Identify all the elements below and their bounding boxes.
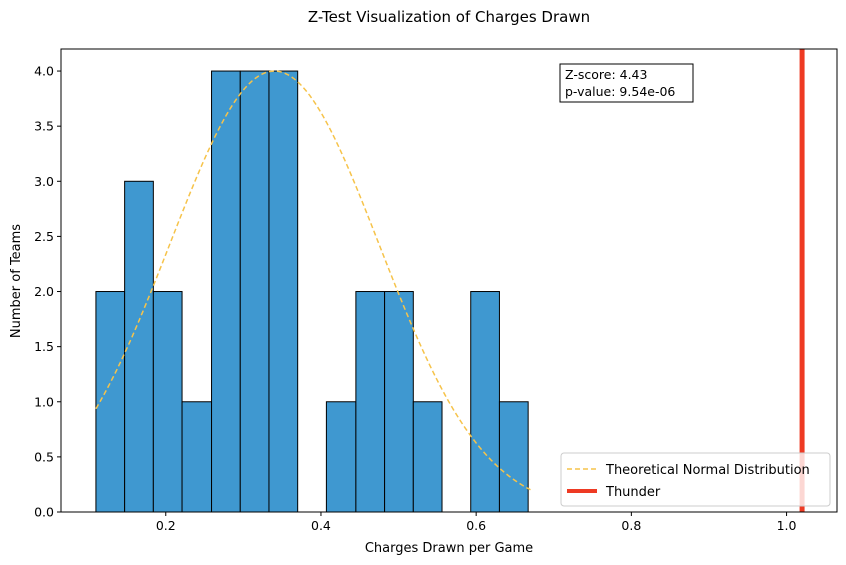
histogram-bar — [325, 401, 357, 513]
histogram-bar — [498, 401, 529, 513]
y-tick-label: 0.0 — [34, 505, 54, 520]
legend-normal-label: Theoretical Normal Distribution — [605, 463, 810, 478]
chart-title: Z-Test Visualization of Charges Drawn — [308, 8, 590, 26]
histogram-bar — [355, 291, 386, 513]
y-axis-label: Number of Teams — [9, 224, 24, 338]
y-tick-label: 3.5 — [34, 119, 54, 134]
x-tick-label: 0.8 — [621, 518, 641, 533]
y-tick-label: 3.0 — [34, 174, 54, 189]
pvalue-text: p-value: 9.54e-06 — [565, 84, 675, 99]
normal-distribution-curve — [95, 70, 531, 491]
y-tick-label: 0.5 — [34, 449, 54, 464]
histogram-bar — [124, 180, 154, 513]
zscore-text: Z-score: 4.43 — [565, 67, 647, 82]
x-tick-label: 0.6 — [466, 518, 486, 533]
x-tick-label: 0.4 — [311, 518, 331, 533]
histogram-bar — [268, 70, 299, 513]
histogram-bar — [181, 401, 213, 513]
x-tick-label: 1.0 — [777, 518, 797, 533]
x-axis-label: Charges Drawn per Game — [365, 541, 533, 556]
histogram-bar — [470, 291, 500, 513]
legend: Theoretical Normal Distribution Thunder — [560, 452, 831, 507]
stats-box-frame — [559, 63, 694, 103]
histogram-bar — [239, 70, 270, 513]
plot-area: 0.2 0.4 0.6 0.8 1.0 0.0 0.5 1.0 1.5 2.0 2.5 3.0 3.5 4… — [34, 48, 838, 533]
legend-thunder-label: Thunder — [605, 485, 661, 500]
histogram-bar — [211, 70, 241, 513]
y-tick-label: 4.0 — [34, 64, 54, 79]
histogram-bar — [384, 291, 414, 513]
y-tick-label: 1.0 — [34, 394, 54, 409]
y-tick-label: 2.0 — [34, 284, 54, 299]
y-tick-label: 2.5 — [34, 229, 54, 244]
histogram-bar — [152, 291, 183, 513]
histogram-bar — [412, 401, 443, 513]
legend-frame — [560, 452, 831, 507]
stats-box: Z-score: 4.43 p-value: 9.54e-06 — [559, 63, 694, 103]
y-tick-label: 1.5 — [34, 339, 54, 354]
x-tick-label: 0.2 — [156, 518, 176, 533]
plot-frame — [60, 48, 838, 513]
